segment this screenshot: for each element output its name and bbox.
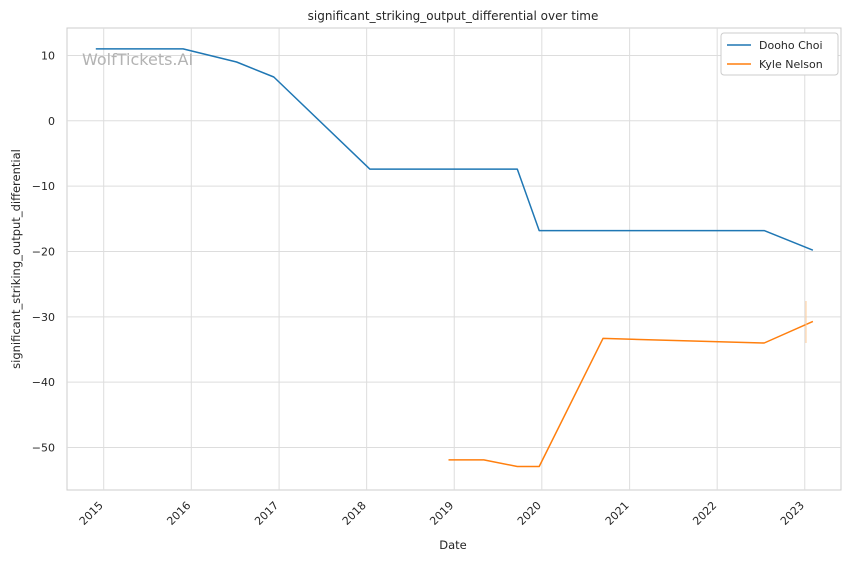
series-line-dooho-choi	[95, 48, 814, 251]
x-tick-label: 2021	[603, 499, 632, 528]
y-tick-label: −30	[32, 311, 55, 324]
y-tick-label: −40	[32, 376, 55, 389]
legend-label-kyle-nelson: Kyle Nelson	[759, 58, 823, 71]
x-tick-label: 2015	[77, 499, 106, 528]
y-tick-label: 10	[41, 49, 55, 62]
y-tick-label: −50	[32, 442, 55, 455]
watermark-text: WolfTickets.AI	[82, 50, 193, 69]
legend-label-dooho-choi: Dooho Choi	[759, 39, 823, 52]
x-tick-label: 2020	[515, 499, 544, 528]
x-tick-label: 2018	[340, 499, 369, 528]
y-axis-title: significant_striking_output_differential	[9, 149, 23, 369]
series-line-kyle-nelson	[448, 320, 814, 468]
x-axis-title: Date	[439, 538, 467, 552]
x-tick-label: 2023	[778, 499, 807, 528]
series-lines	[95, 48, 814, 468]
y-tick-label: 0	[48, 115, 55, 128]
x-tick-label: 2019	[427, 499, 456, 528]
y-tick-label: −20	[32, 245, 55, 258]
x-tick-label: 2017	[252, 499, 281, 528]
x-tick-label: 2022	[690, 499, 719, 528]
chart-title: significant_striking_output_differential…	[308, 9, 599, 23]
x-tick-label: 2016	[164, 499, 193, 528]
grid-lines	[67, 28, 841, 490]
legend: Dooho Choi Kyle Nelson	[720, 32, 839, 76]
y-tick-label: −10	[32, 180, 55, 193]
